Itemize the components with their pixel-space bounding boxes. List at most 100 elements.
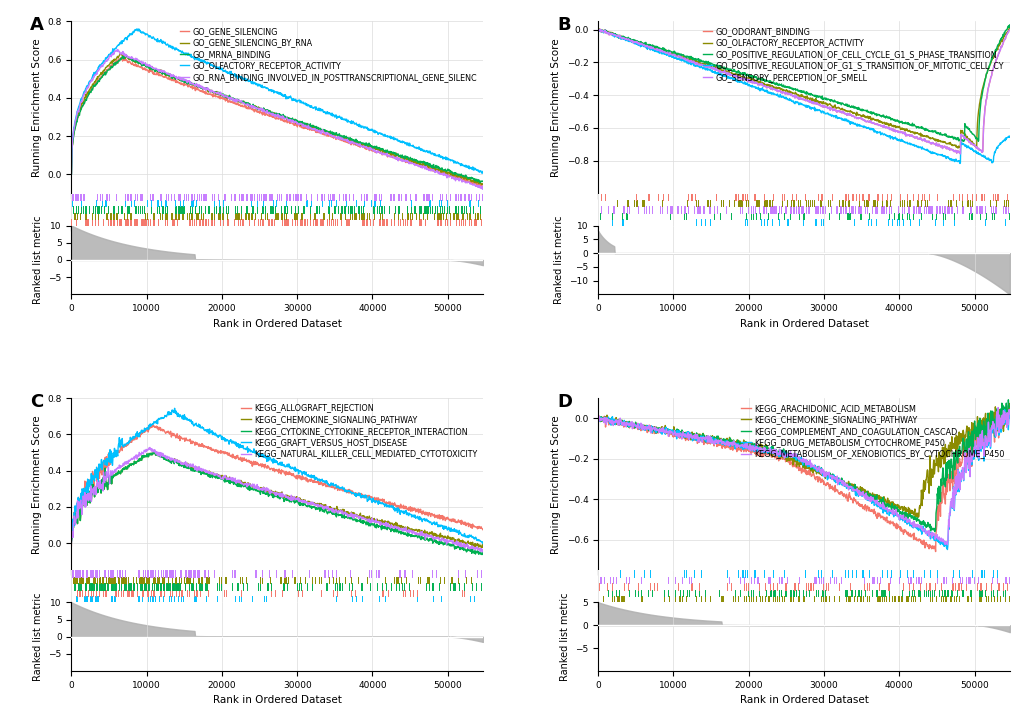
GO_POSITIVE_REGULATION_OF_G1_S_TRANSITION_OF_MITOTIC_CELL_CY <box>877 130 890 139</box>
KEGG_METABOLISM_OF_XENOBIOTICS_BY_CYTOCHROME_P450 <box>1003 409 1015 418</box>
GO_RNA_BINDING_INVOLVED_IN_POSTTRANSCRIPTIONAL_GENE_SILENC <box>65 169 77 178</box>
Line: GO_RNA_BINDING_INVOLVED_IN_POSTTRANSCRIPTIONAL_GENE_SILENC: GO_RNA_BINDING_INVOLVED_IN_POSTTRANSCRIP… <box>71 49 482 189</box>
GO_SENSORY_PERCEPTION_OF_SMELL <box>1003 26 1015 34</box>
KEGG_NATURAL_KILLER_CELL_MEDIATED_CYTOTOXICITY <box>476 545 488 554</box>
GO_MRNA_BINDING <box>476 177 488 186</box>
KEGG_DRUG_METABOLISM_CYTOCHROME_P450 <box>969 448 981 456</box>
GO_OLFACTORY_RECEPTOR_ACTIVITY <box>969 143 981 151</box>
GO_POSITIVE_REGULATION_OF_CELL_CYCLE_G1_S_PHASE_TRANSITION <box>698 59 710 67</box>
GO_MRNA_BINDING <box>384 147 396 156</box>
Legend: GO_GENE_SILENCING, GO_GENE_SILENCING_BY_RNA, GO_MRNA_BINDING, GO_OLFACTORY_RECEP: GO_GENE_SILENCING, GO_GENE_SILENCING_BY_… <box>178 26 479 84</box>
GO_SENSORY_PERCEPTION_OF_SMELL <box>797 95 809 104</box>
Legend: KEGG_ALLOGRAFT_REJECTION, KEGG_CHEMOKINE_SIGNALING_PATHWAY, KEGG_CYTOKINE_CYTOKI: KEGG_ALLOGRAFT_REJECTION, KEGG_CHEMOKINE… <box>239 402 479 460</box>
GO_SENSORY_PERCEPTION_OF_SMELL <box>591 25 603 34</box>
GO_GENE_SILENCING_BY_RNA <box>352 140 364 149</box>
GO_OLFACTORY_RECEPTOR_ACTIVITY <box>796 92 808 101</box>
GO_POSITIVE_REGULATION_OF_CELL_CYCLE_G1_S_PHASE_TRANSITION <box>877 112 890 121</box>
Line: KEGG_NATURAL_KILLER_CELL_MEDIATED_CYTOTOXICITY: KEGG_NATURAL_KILLER_CELL_MEDIATED_CYTOTO… <box>71 448 482 552</box>
KEGG_CYTOKINE_CYTOKINE_RECEPTOR_INTERACTION <box>384 524 396 533</box>
GO_POSITIVE_REGULATION_OF_G1_S_TRANSITION_OF_MITOTIC_CELL_CY <box>698 64 710 72</box>
Line: KEGG_ALLOGRAFT_REJECTION: KEGG_ALLOGRAFT_REJECTION <box>71 426 482 545</box>
GO_OLFACTORY_RECEPTOR_ACTIVITY <box>130 24 143 33</box>
GO_GENE_SILENCING <box>407 159 419 168</box>
Line: GO_OLFACTORY_RECEPTOR_ACTIVITY: GO_OLFACTORY_RECEPTOR_ACTIVITY <box>597 27 1009 148</box>
GO_MRNA_BINDING <box>407 155 419 164</box>
Line: KEGG_CYTOKINE_CYTOKINE_RECEPTOR_INTERACTION: KEGG_CYTOKINE_CYTOKINE_RECEPTOR_INTERACT… <box>71 452 482 555</box>
KEGG_ARACHIDONIC_ACID_METABOLISM <box>877 513 890 522</box>
KEGG_GRAFT_VERSUS_HOST_DISEASE <box>270 458 282 466</box>
Legend: GO_ODORANT_BINDING, GO_OLFACTORY_RECEPTOR_ACTIVITY, GO_POSITIVE_REGULATION_OF_CE: GO_ODORANT_BINDING, GO_OLFACTORY_RECEPTO… <box>700 26 1005 84</box>
KEGG_CHEMOKINE_SIGNALING_PATHWAY <box>384 518 396 527</box>
KEGG_CHEMOKINE_SIGNALING_PATHWAY <box>475 543 487 552</box>
KEGG_CYTOKINE_CYTOKINE_RECEPTOR_INTERACTION <box>270 492 282 501</box>
GO_POSITIVE_REGULATION_OF_CELL_CYCLE_G1_S_PHASE_TRANSITION <box>796 88 808 96</box>
KEGG_GRAFT_VERSUS_HOST_DISEASE <box>407 513 419 521</box>
GO_OLFACTORY_RECEPTOR_ACTIVITY <box>910 129 922 137</box>
GO_RNA_BINDING_INVOLVED_IN_POSTTRANSCRIPTIONAL_GENE_SILENC <box>111 45 123 54</box>
GO_RNA_BINDING_INVOLVED_IN_POSTTRANSCRIPTIONAL_GENE_SILENC <box>476 185 488 193</box>
GO_MRNA_BINDING <box>172 75 184 84</box>
GO_OLFACTORY_RECEPTOR_ACTIVITY <box>442 155 454 164</box>
KEGG_NATURAL_KILLER_CELL_MEDIATED_CYTOTOXICITY <box>407 528 419 537</box>
GO_SENSORY_PERCEPTION_OF_SMELL <box>698 62 710 71</box>
KEGG_COMPLEMENT_AND_COAGULATION_CASCAD <box>933 484 946 493</box>
GO_GENE_SILENCING_BY_RNA <box>442 169 454 177</box>
KEGG_DRUG_METABOLISM_CYTOCHROME_P450 <box>591 414 603 423</box>
KEGG_GRAFT_VERSUS_HOST_DISEASE <box>352 491 364 500</box>
X-axis label: Rank in Ordered Dataset: Rank in Ordered Dataset <box>739 695 867 705</box>
Text: C: C <box>31 393 44 411</box>
KEGG_COMPLEMENT_AND_COAGULATION_CASCAD <box>910 515 922 523</box>
KEGG_CHEMOKINE_SIGNALING_PATHWAY <box>877 495 890 503</box>
Text: A: A <box>31 16 44 34</box>
Y-axis label: Running Enrichment Score: Running Enrichment Score <box>550 415 560 553</box>
GO_GENE_SILENCING <box>172 78 184 86</box>
GO_GENE_SILENCING_BY_RNA <box>65 169 77 178</box>
GO_ODORANT_BINDING <box>910 133 922 141</box>
KEGG_CHEMOKINE_SIGNALING_PATHWAY <box>796 463 808 472</box>
GO_MRNA_BINDING <box>352 138 364 146</box>
KEGG_ARACHIDONIC_ACID_METABOLISM <box>969 439 981 448</box>
KEGG_COMPLEMENT_AND_COAGULATION_CASCAD <box>927 528 940 536</box>
KEGG_GRAFT_VERSUS_HOST_DISEASE <box>172 412 184 421</box>
GO_OLFACTORY_RECEPTOR_ACTIVITY <box>352 121 364 130</box>
GO_OLFACTORY_RECEPTOR_ACTIVITY <box>1003 23 1015 31</box>
GO_GENE_SILENCING_BY_RNA <box>172 74 184 82</box>
GO_ODORANT_BINDING <box>878 123 891 131</box>
GO_GENE_SILENCING_BY_RNA <box>114 49 126 58</box>
Y-axis label: Ranked list metric: Ranked list metric <box>559 593 570 681</box>
GO_OLFACTORY_RECEPTOR_ACTIVITY <box>270 89 282 97</box>
KEGG_ALLOGRAFT_REJECTION <box>476 526 488 534</box>
KEGG_ARACHIDONIC_ACID_METABOLISM <box>933 499 946 508</box>
Line: GO_OLFACTORY_RECEPTOR_ACTIVITY: GO_OLFACTORY_RECEPTOR_ACTIVITY <box>71 29 482 174</box>
KEGG_CHEMOKINE_SIGNALING_PATHWAY <box>910 509 922 518</box>
KEGG_CHEMOKINE_SIGNALING_PATHWAY <box>591 414 603 423</box>
KEGG_ALLOGRAFT_REJECTION <box>65 541 77 550</box>
Y-axis label: Running Enrichment Score: Running Enrichment Score <box>550 38 560 177</box>
Text: D: D <box>556 393 572 411</box>
GO_GENE_SILENCING <box>115 54 127 62</box>
KEGG_CHEMOKINE_SIGNALING_PATHWAY <box>698 435 710 443</box>
KEGG_ALLOGRAFT_REJECTION <box>384 501 396 509</box>
KEGG_CYTOKINE_CYTOKINE_RECEPTOR_INTERACTION <box>476 550 488 558</box>
GO_SENSORY_PERCEPTION_OF_SMELL <box>878 123 891 131</box>
KEGG_COMPLEMENT_AND_COAGULATION_CASCAD <box>591 414 603 423</box>
GO_GENE_SILENCING_BY_RNA <box>270 110 282 119</box>
KEGG_ARACHIDONIC_ACID_METABOLISM <box>928 547 941 555</box>
GO_POSITIVE_REGULATION_OF_G1_S_TRANSITION_OF_MITOTIC_CELL_CY <box>910 143 922 151</box>
X-axis label: Rank in Ordered Dataset: Rank in Ordered Dataset <box>739 318 867 328</box>
KEGG_METABOLISM_OF_XENOBIOTICS_BY_CYTOCHROME_P450 <box>591 414 603 423</box>
KEGG_COMPLEMENT_AND_COAGULATION_CASCAD <box>877 501 890 510</box>
GO_SENSORY_PERCEPTION_OF_SMELL <box>933 141 946 150</box>
Y-axis label: Running Enrichment Score: Running Enrichment Score <box>32 415 42 553</box>
GO_OLFACTORY_RECEPTOR_ACTIVITY <box>65 170 77 178</box>
KEGG_CYTOKINE_CYTOKINE_RECEPTOR_INTERACTION <box>442 540 454 549</box>
KEGG_DRUG_METABOLISM_CYTOCHROME_P450 <box>941 545 953 554</box>
KEGG_CYTOKINE_CYTOKINE_RECEPTOR_INTERACTION <box>407 532 419 540</box>
KEGG_CHEMOKINE_SIGNALING_PATHWAY <box>65 537 77 545</box>
GO_OLFACTORY_RECEPTOR_ACTIVITY <box>407 141 419 150</box>
KEGG_ARACHIDONIC_ACID_METABOLISM <box>698 436 710 445</box>
KEGG_DRUG_METABOLISM_CYTOCHROME_P450 <box>1003 413 1015 422</box>
GO_OLFACTORY_RECEPTOR_ACTIVITY <box>877 120 890 129</box>
KEGG_NATURAL_KILLER_CELL_MEDIATED_CYTOTOXICITY <box>144 443 156 452</box>
GO_GENE_SILENCING <box>352 141 364 150</box>
